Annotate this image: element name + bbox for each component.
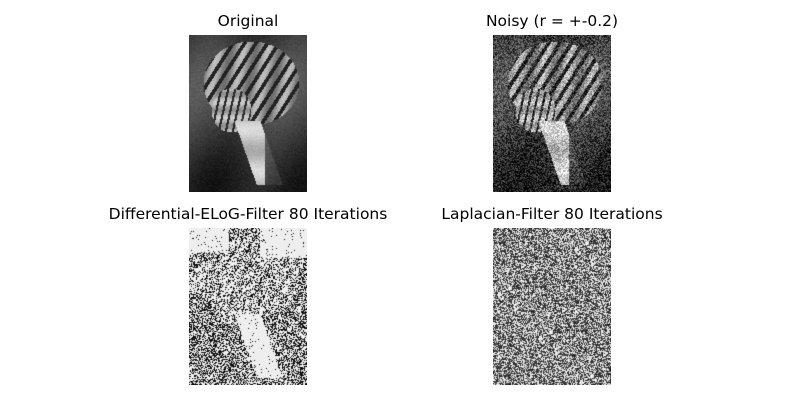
laplacian-filtered-image — [493, 228, 611, 385]
elog-filter-title: Differential-ELoG-Filter 80 Iterations — [108, 205, 388, 223]
noisy-title: Noisy (r = +-0.2) — [485, 12, 619, 30]
elog-filtered-image — [189, 228, 307, 385]
laplacian-filter-title: Laplacian-Filter 80 Iterations — [441, 205, 663, 223]
original-image — [189, 35, 307, 192]
noisy-image — [493, 35, 611, 192]
original-title: Original — [217, 12, 279, 30]
